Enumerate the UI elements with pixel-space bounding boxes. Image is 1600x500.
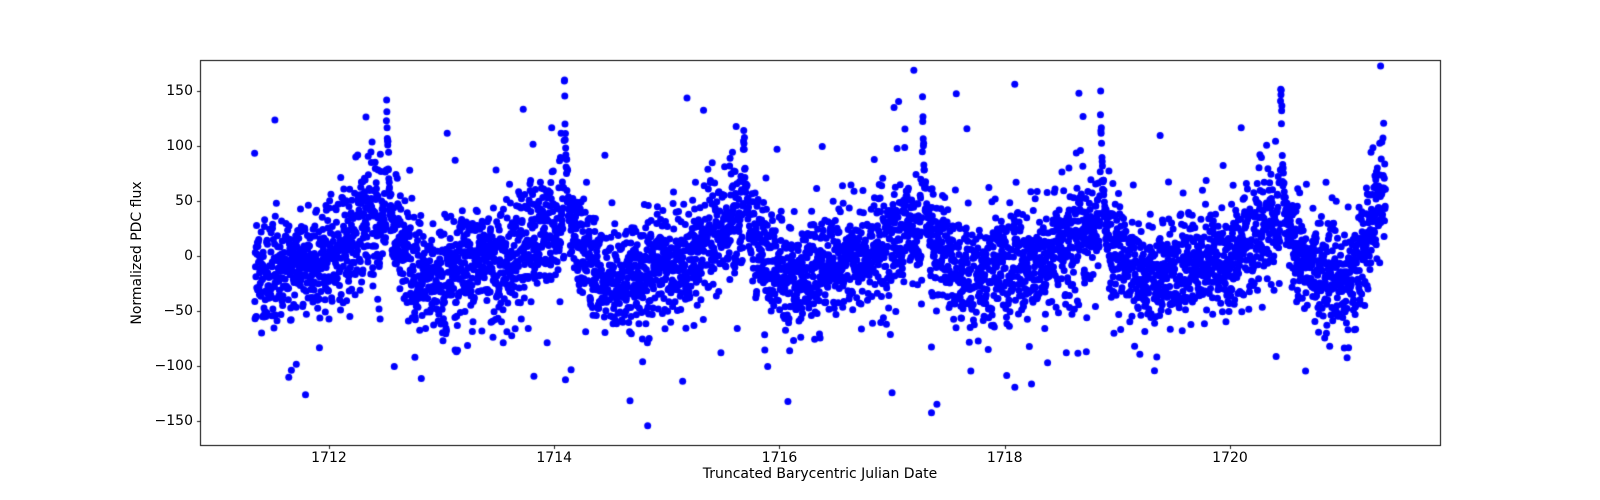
- y-tick-label: −100: [154, 358, 193, 375]
- y-tick-label: 50: [175, 193, 193, 210]
- x-tick-label: 1714: [536, 450, 573, 466]
- x-tick-label: 1712: [311, 450, 347, 466]
- y-axis-label: Normalized PDC flux: [129, 180, 145, 325]
- x-axis-label: Truncated Barycentric Julian Date: [702, 466, 938, 482]
- x-tick-label: 1720: [1212, 450, 1248, 466]
- y-tick-label: 0: [184, 248, 193, 265]
- y-tick-label: 150: [166, 83, 193, 100]
- y-tick-label: −150: [154, 413, 193, 430]
- y-tick-label: −50: [163, 303, 193, 320]
- x-tick-label: 1716: [761, 450, 798, 466]
- x-tick-label: 1718: [986, 450, 1023, 466]
- y-tick-label: 100: [166, 138, 193, 155]
